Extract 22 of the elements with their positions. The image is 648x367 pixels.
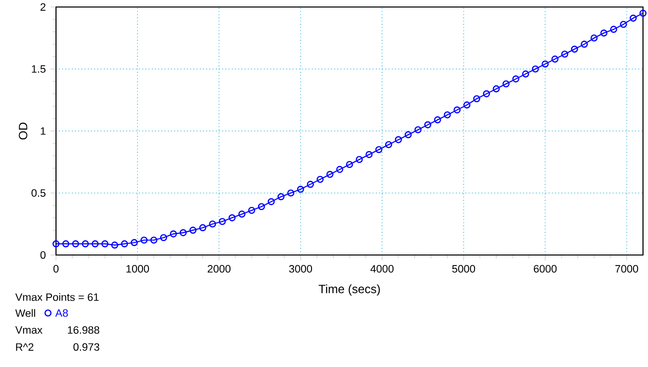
x-axis-title: Time (secs) bbox=[318, 284, 380, 296]
legend-label: A8 bbox=[55, 309, 68, 317]
x-tick-label: 6000 bbox=[534, 265, 557, 273]
text: Vmax Points = 61 bbox=[15, 293, 99, 301]
x-tick-label: 4000 bbox=[370, 265, 394, 273]
y-tick-label: 1.5 bbox=[32, 65, 46, 73]
x-tick-label: 5000 bbox=[452, 265, 476, 273]
text: 0.973 bbox=[73, 343, 100, 351]
x-tick-label: 1000 bbox=[126, 265, 149, 273]
text: 16.988 bbox=[68, 326, 100, 334]
x-tick-label: 7000 bbox=[615, 265, 638, 273]
y-tick-label: 0.5 bbox=[32, 189, 46, 197]
legend-title: Well bbox=[15, 309, 36, 317]
x-tick-label: 2000 bbox=[208, 265, 231, 273]
y-tick-label: 2 bbox=[40, 3, 46, 11]
y-axis-title: OD bbox=[18, 122, 28, 140]
text: R^2 bbox=[16, 343, 34, 351]
y-tick-label: 0 bbox=[40, 251, 46, 259]
y-tick-label: 1 bbox=[40, 127, 46, 135]
x-tick-label: 3000 bbox=[289, 265, 312, 273]
x-tick-label: 0 bbox=[53, 265, 59, 273]
text: Vmax bbox=[15, 326, 42, 334]
